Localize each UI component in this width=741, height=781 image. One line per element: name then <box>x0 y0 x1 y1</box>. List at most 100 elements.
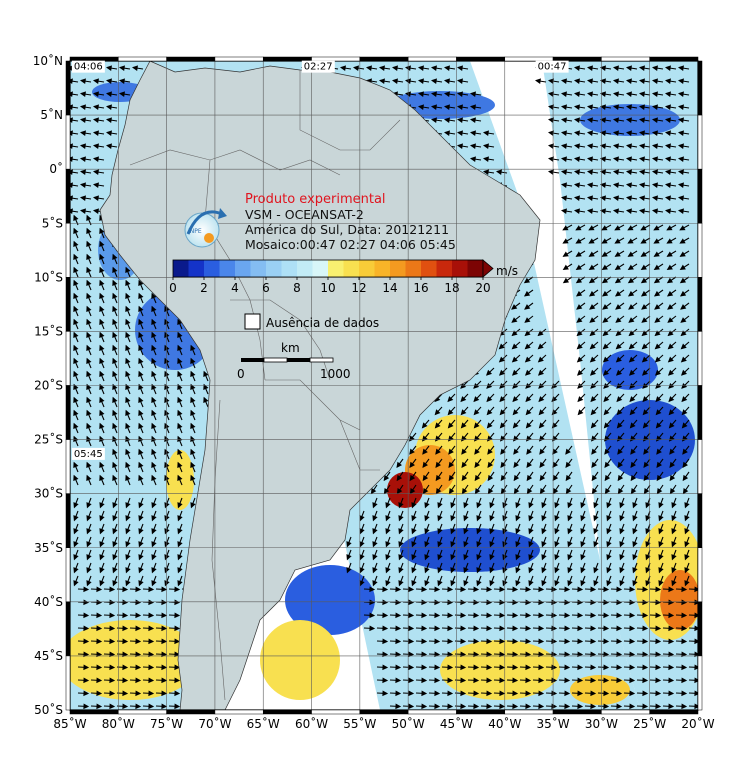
wind-arrow-head <box>489 515 495 522</box>
wind-arrow-head <box>138 502 144 509</box>
wind-arrow-head <box>385 567 391 574</box>
wind-arrow-head <box>190 474 196 482</box>
wind-arrow-head <box>125 305 131 313</box>
wind-arrow-head <box>616 586 623 593</box>
wind-arrow-head <box>574 143 580 149</box>
wind-arrow-head <box>680 304 687 310</box>
frame-bar-bottom <box>407 709 457 715</box>
wind-arrow-head <box>473 612 480 619</box>
wind-arrow <box>70 210 79 213</box>
wind-arrow-head <box>587 143 593 149</box>
wind-arrow-head <box>655 677 662 684</box>
wind-arrow-head <box>574 104 580 110</box>
wind-arrow-head <box>96 612 103 619</box>
wind-arrow-head <box>668 409 675 416</box>
wind-arrow-head <box>99 318 105 326</box>
wind-arrow-head <box>681 612 688 619</box>
wind-arrow-head <box>681 690 688 697</box>
wind-arrow-head <box>640 264 647 271</box>
wind-arrow-head <box>190 461 196 469</box>
wind-arrow-head <box>135 651 142 658</box>
wind-arrow-head <box>486 651 493 658</box>
wind-arrow-head <box>528 567 534 574</box>
wind-arrow-head <box>86 567 92 574</box>
wind-arrow-head <box>525 369 531 376</box>
wind-arrow-head <box>112 344 118 352</box>
wind-arrow-head <box>473 422 480 429</box>
wind-arrow-head <box>499 422 506 429</box>
wind-arrow-head <box>681 651 688 658</box>
wind-arrow-head <box>655 396 662 403</box>
wind-arrow-head <box>138 580 144 587</box>
wind-arrow-head <box>541 502 547 509</box>
wind-arrow-head <box>86 396 92 404</box>
wind-arrow-head <box>148 664 155 671</box>
wind-arrow-head <box>106 117 112 123</box>
wind-arrow-head <box>628 356 635 363</box>
wind-arrow-head <box>642 612 649 619</box>
wind-arrow-head <box>541 567 547 574</box>
wind-arrow-head <box>666 225 673 231</box>
frame-bar-top <box>649 56 699 62</box>
wind-arrow-head <box>395 664 402 671</box>
wind-arrow-head <box>515 541 521 548</box>
wind-arrow-head <box>483 143 489 149</box>
wind-arrow-head <box>639 143 645 149</box>
wind-arrow-head <box>613 65 619 71</box>
wind-arrow-head <box>151 515 157 522</box>
wind-arrow-head <box>369 625 376 632</box>
wind-arrow-head <box>424 515 430 522</box>
wind-arrow-head <box>411 541 417 548</box>
wind-arrow-head <box>682 448 688 455</box>
wind-arrow-head <box>112 292 118 300</box>
wind-arrow-head <box>668 664 675 671</box>
info-mosaic: Mosaico:00:47 02:27 04:06 05:45 <box>245 237 456 252</box>
wind-arrow-head <box>654 343 661 350</box>
wind-arrow-head <box>577 651 584 658</box>
wind-arrow-head <box>125 396 131 404</box>
scale-unit: km <box>281 341 300 355</box>
wind-arrow-head <box>461 474 468 482</box>
wind-arrow-head <box>613 117 619 123</box>
wind-arrow-head <box>588 238 595 244</box>
wind-arrow-head <box>590 369 596 376</box>
wind-arrow-head <box>590 664 597 671</box>
wind-arrow-head <box>444 104 450 110</box>
wind-arrow-head <box>444 91 450 97</box>
wind-arrow-head <box>538 369 544 376</box>
wind-arrow-head <box>658 580 664 587</box>
wind-arrow-head <box>353 65 359 71</box>
wind-arrow-head <box>561 130 567 136</box>
wind-arrow-head <box>138 541 144 548</box>
wind-arrow-head <box>73 318 79 326</box>
wind-arrow-head <box>125 292 131 300</box>
colorbar-tick-label: 14 <box>382 281 397 295</box>
wind-arrow-head <box>600 130 606 136</box>
wind-arrow-head <box>122 664 129 671</box>
wind-arrow-head <box>629 638 636 645</box>
wind-arrow-head <box>151 357 157 365</box>
wind-arrow-head <box>587 195 593 201</box>
wind-arrow-head <box>526 474 533 482</box>
wind-arrow-head <box>392 65 398 71</box>
wind-arrow-head <box>626 91 632 97</box>
wind-arrow-head <box>382 612 389 619</box>
wind-arrow-head <box>112 435 118 443</box>
colorbar-segment <box>281 260 298 277</box>
wind-arrow-head <box>96 586 103 593</box>
wind-arrow-head <box>668 651 675 658</box>
wind-arrow-head <box>424 580 430 587</box>
wind-arrow <box>70 93 79 96</box>
wind-arrow-head <box>99 422 105 430</box>
wind-arrow-head <box>435 474 442 482</box>
wind-arrow-head <box>96 638 103 645</box>
wind-arrow-head <box>99 253 105 261</box>
wind-arrow-head <box>654 304 661 310</box>
wind-arrow-head <box>640 238 647 244</box>
wind-arrow-head <box>122 612 129 619</box>
wind-arrow-head <box>421 703 428 710</box>
wind-arrow <box>70 80 79 83</box>
wind-arrow-head <box>587 78 593 84</box>
wind-arrow-head <box>83 586 90 593</box>
wind-arrow-head <box>668 396 675 403</box>
